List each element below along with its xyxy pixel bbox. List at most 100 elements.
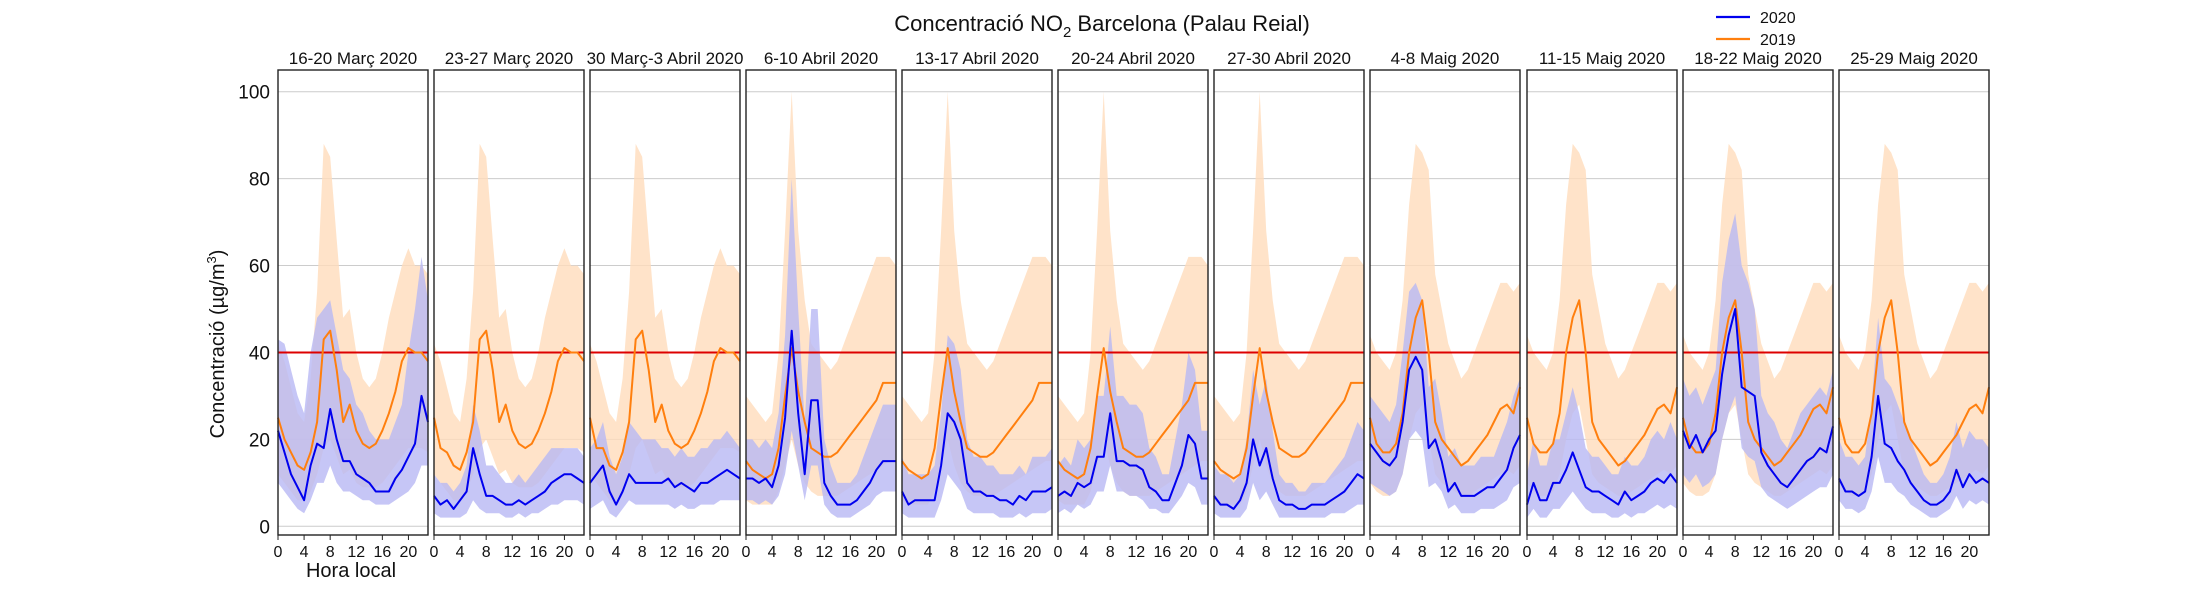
- panel-title: 30 Març-3 Abril 2020: [587, 49, 744, 68]
- panel-frame: [1213, 69, 1365, 536]
- x-tick-label: 12: [1439, 544, 1457, 561]
- x-tick-label: 4: [456, 544, 465, 561]
- series-line-2020: [1057, 412, 1208, 502]
- x-tick-label: 4: [1392, 544, 1401, 561]
- series-line-2019: [1057, 347, 1208, 480]
- series-line-2019: [901, 347, 1052, 480]
- x-tick-label: 0: [1835, 544, 1844, 561]
- band-2019: [902, 91, 1052, 505]
- panel-6: 20-24 Abril 2020 0 4 8 12 16 20: [1054, 49, 1209, 561]
- panel-title: 20-24 Abril 2020: [1071, 49, 1195, 68]
- panel-title: 11-15 Maig 2020: [1539, 49, 1665, 68]
- x-tick-label: 8: [482, 544, 491, 561]
- x-tick-label: 20: [1492, 544, 1510, 561]
- x-axis-label: Hora local: [306, 560, 396, 582]
- chart-title-main: Concentració NO: [894, 11, 1063, 36]
- series-line-2019: [1213, 347, 1364, 480]
- x-tick-label: 20: [1336, 544, 1354, 561]
- panel-2: 23-27 Març 2020 0 4 8 12 16 20: [430, 49, 585, 561]
- panel-4: 6-10 Abril 2020 0 4 8 12 16 20: [742, 49, 897, 561]
- legend-label: 2019: [1760, 32, 1796, 49]
- x-tick-label: 0: [274, 544, 283, 561]
- x-tick-label: 8: [1575, 544, 1584, 561]
- panel-title: 25-29 Maig 2020: [1850, 49, 1978, 68]
- x-tick-label: 12: [1283, 544, 1301, 561]
- series-line-2020: [1526, 451, 1678, 506]
- x-tick-label: 16: [685, 544, 703, 561]
- x-tick-label: 12: [347, 544, 365, 561]
- series-line-2019: [1526, 299, 1678, 467]
- band-2019: [1214, 91, 1364, 505]
- panel-frame: [433, 69, 585, 536]
- panel-frame: [1838, 69, 1990, 536]
- x-tick-label: 8: [1418, 544, 1427, 561]
- series-line-2020: [901, 412, 1053, 506]
- x-tick-label: 0: [742, 544, 751, 561]
- x-tick-label: 16: [1778, 544, 1796, 561]
- chart-title: Concentració NO2 Barcelona (Palau Reial): [894, 11, 1310, 41]
- x-tick-label: 12: [1127, 544, 1145, 561]
- panel-frame: [1057, 69, 1209, 536]
- panel-frame: [1682, 69, 1834, 536]
- x-tick-label: 16: [997, 544, 1015, 561]
- x-tick-label: 16: [1622, 544, 1640, 561]
- panel-frame: [277, 69, 429, 536]
- panel-frame: [745, 69, 897, 536]
- x-tick-label: 20: [556, 544, 574, 561]
- x-tick-label: 20: [1180, 544, 1198, 561]
- x-tick-label: 12: [971, 544, 989, 561]
- x-tick-label: 4: [1549, 544, 1558, 561]
- panel-frame: [1526, 69, 1678, 536]
- y-axis-label-end: ): [207, 250, 229, 257]
- x-tick-label: 4: [300, 544, 309, 561]
- panel-title: 18-22 Maig 2020: [1694, 49, 1822, 68]
- x-tick-label: 4: [924, 544, 933, 561]
- series-line-2019: [277, 329, 429, 471]
- panel-title: 23-27 Març 2020: [445, 49, 574, 68]
- series-line-2020: [1213, 438, 1365, 510]
- x-tick-label: 8: [326, 544, 335, 561]
- x-tick-label: 20: [1805, 544, 1823, 561]
- series-line-2019: [1838, 299, 1990, 467]
- panel-8: 4-8 Maig 2020 0 4 8 12 16 20: [1366, 49, 1521, 561]
- panel-title: 16-20 Març 2020: [289, 49, 418, 68]
- x-tick-label: 0: [430, 544, 439, 561]
- chart-title-rest: Barcelona (Palau Reial): [1071, 11, 1309, 36]
- x-tick-label: 4: [1705, 544, 1714, 561]
- x-tick-label: 20: [712, 544, 730, 561]
- legend-label: 2020: [1760, 10, 1796, 27]
- x-tick-label: 0: [1210, 544, 1219, 561]
- series-line-2019: [1369, 299, 1521, 467]
- series-line-2019: [1682, 299, 1834, 467]
- x-tick-label: 12: [503, 544, 521, 561]
- y-axis-label-main: Concentració (µg/m: [207, 263, 229, 438]
- x-tick-label: 16: [1153, 544, 1171, 561]
- x-tick-label: 8: [1887, 544, 1896, 561]
- series-line-2019: [589, 329, 741, 471]
- x-tick-label: 16: [1309, 544, 1327, 561]
- band-2019: [1527, 143, 1677, 496]
- band-2019: [434, 143, 584, 501]
- panel-title: 4-8 Maig 2020: [1391, 49, 1500, 68]
- y-axis-label: Concentració (µg/m3): [204, 250, 229, 439]
- series-line-2019: [433, 329, 585, 471]
- x-tick-label: 16: [841, 544, 859, 561]
- panel-title: 27-30 Abril 2020: [1227, 49, 1351, 68]
- series-line-2019: [745, 347, 896, 480]
- series-line-2020: [433, 447, 585, 510]
- panel-5: 13-17 Abril 2020 0 4 8 12 16 20: [898, 49, 1053, 561]
- band-2020: [1527, 387, 1677, 518]
- x-tick-label: 0: [1523, 544, 1532, 561]
- x-tick-label: 8: [638, 544, 647, 561]
- x-tick-label: 0: [586, 544, 595, 561]
- panel-title: 6-10 Abril 2020: [764, 49, 878, 68]
- panel-frame: [901, 69, 1053, 536]
- x-tick-label: 12: [1752, 544, 1770, 561]
- x-tick-label: 8: [794, 544, 803, 561]
- x-tick-label: 8: [950, 544, 959, 561]
- series-line-2020: [1838, 394, 1990, 506]
- x-tick-label: 0: [1366, 544, 1375, 561]
- series-line-2020: [1682, 308, 1834, 489]
